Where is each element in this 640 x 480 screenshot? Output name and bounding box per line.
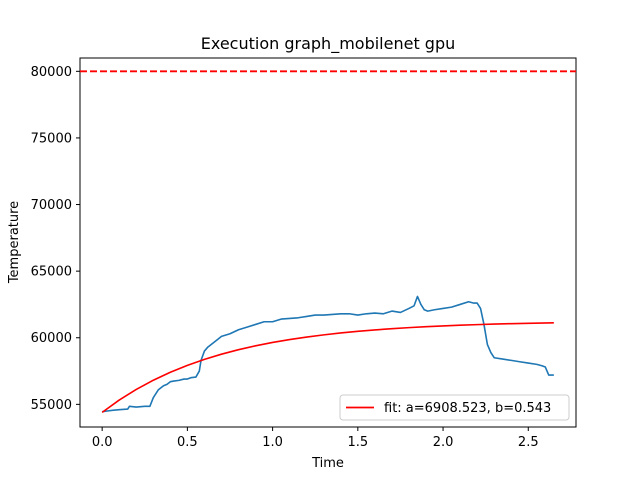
y-tick-label: 70000 bbox=[31, 198, 72, 213]
chart-title: Execution graph_mobilenet gpu bbox=[201, 34, 456, 54]
fit-curve-line bbox=[101, 321, 554, 413]
x-tick-label: 0.0 bbox=[92, 435, 113, 450]
chart-marks bbox=[80, 70, 576, 413]
x-tick-label: 2.0 bbox=[433, 435, 454, 450]
legend: fit: a=6908.523, b=0.543 bbox=[339, 394, 570, 421]
legend-box bbox=[339, 394, 570, 421]
x-tick-label: 1.0 bbox=[262, 435, 283, 450]
x-tick-label: 0.5 bbox=[177, 435, 198, 450]
y-tick-label: 65000 bbox=[31, 265, 72, 280]
y-tick-label: 80000 bbox=[31, 65, 72, 80]
axis-ticks: 0.0 0.5 1.0 1.5 2.0 2.5 55000 60000 65000 70000 75… bbox=[31, 65, 539, 450]
x-axis-title: Time bbox=[311, 456, 344, 471]
x-tick-label: 1.5 bbox=[347, 435, 368, 450]
y-axis-title: Temperature bbox=[7, 201, 22, 284]
y-tick-label: 60000 bbox=[31, 331, 72, 346]
y-tick-label: 55000 bbox=[31, 398, 72, 413]
legend-label-fit: fit: a=6908.523, b=0.543 bbox=[384, 401, 551, 416]
x-tick-label: 2.5 bbox=[518, 435, 539, 450]
plot-frame bbox=[79, 57, 577, 428]
temperature-line bbox=[102, 295, 554, 413]
y-tick-label: 75000 bbox=[31, 131, 72, 146]
